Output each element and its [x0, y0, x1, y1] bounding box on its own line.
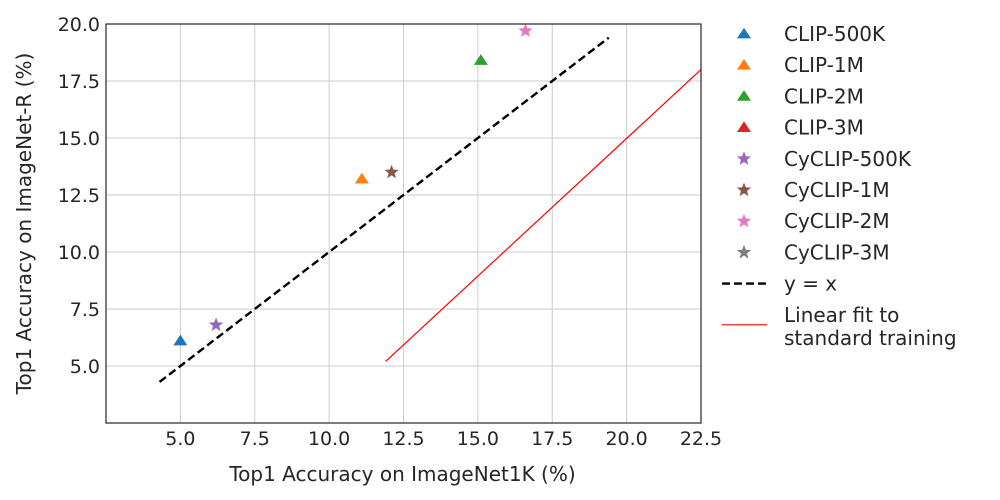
y-tick-labels: 5.0 7.5 10.0 12.5 15.0 17.5 20.0: [58, 14, 100, 378]
y-tick-label: 20.0: [58, 14, 100, 36]
legend-star-marker: [736, 244, 752, 259]
data-markers: [173, 23, 533, 346]
legend-label: CyCLIP-500K: [784, 147, 912, 171]
x-tick-label: 17.5: [531, 428, 573, 450]
x-tick-label: 12.5: [382, 428, 424, 450]
legend-triangle-marker: [737, 121, 751, 133]
y-tick-label: 5.0: [70, 356, 100, 378]
x-tick-label: 22.5: [680, 428, 722, 450]
grid-lines: [106, 23, 702, 423]
triangle-marker: [173, 334, 188, 346]
y-axis-label: Top1 Accuracy on ImageNet-R (%): [12, 53, 36, 396]
x-axis-label: Top1 Accuracy on ImageNet1K (%): [228, 462, 575, 486]
x-tick-label: 5.0: [165, 428, 195, 450]
legend-label: CLIP-1M: [784, 53, 864, 77]
triangle-marker: [473, 54, 488, 65]
legend-star-marker: [736, 151, 752, 165]
x-tick-label: 20.0: [605, 428, 647, 450]
legend-label: CLIP-3M: [784, 116, 864, 140]
x-tick-label: 15.0: [457, 428, 499, 450]
linear-fit-line: [385, 69, 702, 362]
legend-star-marker: [736, 213, 752, 228]
x-tick-label: 7.5: [240, 428, 270, 450]
legend-triangle-marker: [737, 90, 751, 101]
y-tick-label: 15.0: [58, 128, 100, 150]
x-tick-label: 10.0: [308, 428, 350, 450]
y-tick-label: 10.0: [58, 242, 100, 264]
star-marker: [518, 23, 533, 37]
legend-label: CyCLIP-1M: [784, 178, 890, 202]
y-tick-label: 12.5: [58, 185, 100, 207]
legend-triangle-marker: [737, 58, 751, 70]
plot-frame: [105, 23, 702, 424]
y-tick-label: 7.5: [70, 299, 100, 321]
legend-star-marker: [736, 182, 752, 197]
star-marker: [384, 164, 399, 179]
legend-label: CLIP-2M: [784, 84, 864, 108]
legend-triangle-marker: [737, 27, 751, 39]
reference-lines: [158, 36, 702, 383]
x-tick-labels: 5.0 7.5 10.0 12.5 15.0 17.5 20.0 22.5: [165, 428, 722, 450]
legend-label: CyCLIP-2M: [784, 209, 890, 233]
star-marker: [208, 317, 224, 332]
legend-label: CLIP-500K: [784, 22, 886, 46]
y-tick-label: 17.5: [58, 71, 100, 93]
identity-line: [158, 36, 610, 383]
legend: CLIP-500K CLIP-1M CLIP-2M CLIP-3M CyCLIP-500…: [722, 22, 957, 350]
legend-label: Linear fit to standard training: [784, 303, 957, 350]
legend-label: y = x: [784, 272, 837, 296]
legend-label: CyCLIP-3M: [784, 240, 890, 264]
triangle-marker: [354, 172, 369, 184]
